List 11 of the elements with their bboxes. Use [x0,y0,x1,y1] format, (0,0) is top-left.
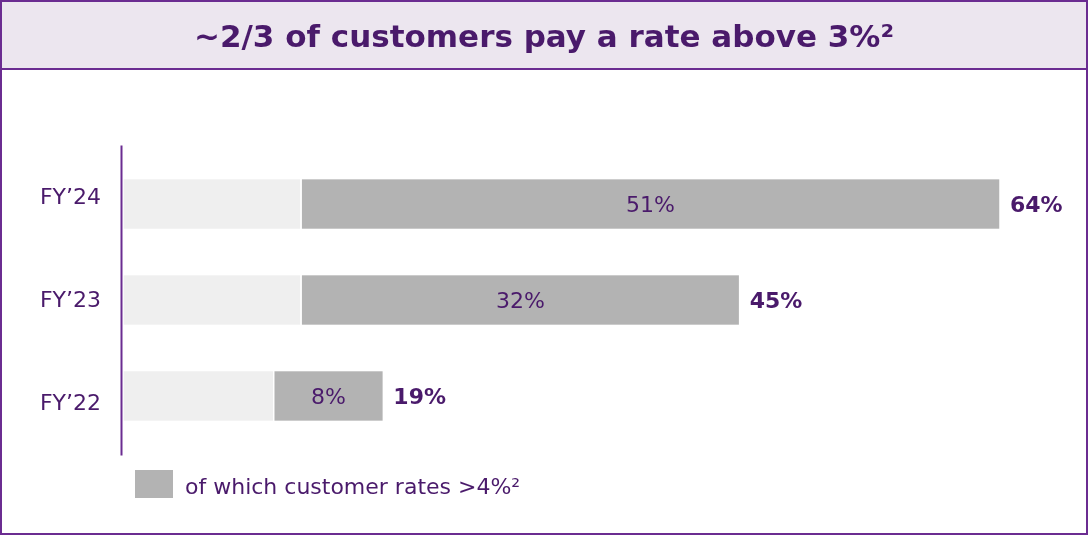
data-label: 32% [495,287,545,313]
total-label: 19% [393,383,447,409]
data-label: 51% [626,191,676,217]
y-tick-label: FY’24 [39,183,101,209]
y-tick-label: FY’23 [39,287,101,313]
total-label: 45% [749,287,803,313]
total-label: 64% [1010,191,1063,217]
legend-label: of which customer rates >4%² [185,474,521,499]
y-tick-label: FY’22 [39,390,101,416]
chart-title: ~2/3 of customers pay a rate above 3%² [193,18,895,54]
data-label: 8% [311,383,346,409]
